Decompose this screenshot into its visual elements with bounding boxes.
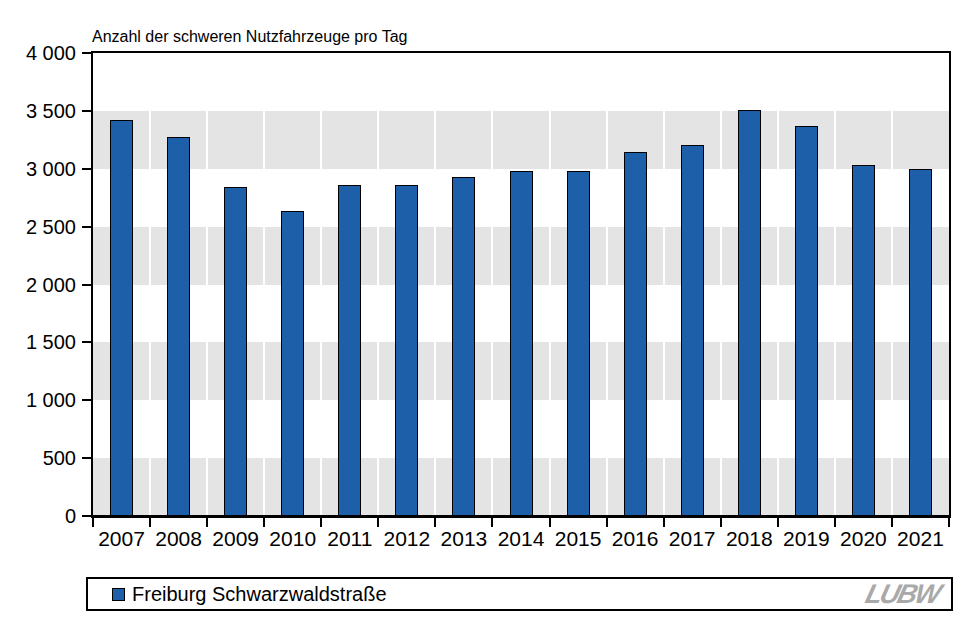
x-tick-label: 2016 bbox=[603, 527, 667, 551]
column-separator-line bbox=[491, 53, 493, 515]
y-tick bbox=[82, 399, 91, 401]
legend: Freiburg Schwarzwaldstraße LUBW bbox=[86, 577, 953, 611]
bar-2018 bbox=[738, 110, 761, 515]
x-tick-label: 2014 bbox=[489, 527, 553, 551]
x-tick-label: 2009 bbox=[204, 527, 268, 551]
y-tick-label: 1 000 bbox=[0, 388, 76, 412]
y-tick-label: 3 000 bbox=[0, 157, 76, 181]
x-tick bbox=[834, 518, 836, 527]
x-tick-label: 2012 bbox=[375, 527, 439, 551]
x-tick bbox=[663, 518, 665, 527]
x-tick bbox=[948, 518, 950, 527]
bar-2014 bbox=[510, 171, 533, 515]
column-separator-line bbox=[720, 53, 722, 515]
x-tick bbox=[891, 518, 893, 527]
y-tick bbox=[82, 52, 91, 54]
column-separator-line bbox=[149, 53, 151, 515]
column-separator-line bbox=[891, 53, 893, 515]
chart-title: Anzahl der schweren Nutzfahrzeuge pro Ta… bbox=[92, 28, 407, 46]
y-tick bbox=[82, 110, 91, 112]
x-tick bbox=[720, 518, 722, 527]
y-tick-label: 2 000 bbox=[0, 273, 76, 297]
x-tick-label: 2013 bbox=[432, 527, 496, 551]
x-tick bbox=[549, 518, 551, 527]
bar-2021 bbox=[909, 169, 932, 515]
x-tick-label: 2015 bbox=[546, 527, 610, 551]
bar-2012 bbox=[395, 185, 418, 515]
x-tick bbox=[263, 518, 265, 527]
x-tick bbox=[777, 518, 779, 527]
y-tick bbox=[82, 284, 91, 286]
legend-label: Freiburg Schwarzwaldstraße bbox=[132, 583, 387, 606]
y-tick bbox=[82, 226, 91, 228]
x-tick bbox=[606, 518, 608, 527]
plot-area bbox=[91, 51, 951, 518]
x-tick-label: 2011 bbox=[318, 527, 382, 551]
y-tick-label: 1 500 bbox=[0, 330, 76, 354]
column-separator-line bbox=[549, 53, 551, 515]
x-tick-label: 2019 bbox=[774, 527, 838, 551]
bar-2019 bbox=[795, 126, 818, 515]
bar-2017 bbox=[681, 145, 704, 515]
x-tick-label: 2021 bbox=[888, 527, 952, 551]
x-tick bbox=[320, 518, 322, 527]
chart-canvas: Anzahl der schweren Nutzfahrzeuge pro Ta… bbox=[0, 0, 980, 632]
column-separator-line bbox=[263, 53, 265, 515]
column-separator-line bbox=[834, 53, 836, 515]
x-tick bbox=[491, 518, 493, 527]
bar-2011 bbox=[338, 185, 361, 515]
legend-swatch-icon bbox=[112, 588, 125, 601]
bar-2013 bbox=[452, 177, 475, 515]
column-separator-line bbox=[663, 53, 665, 515]
bar-2015 bbox=[567, 171, 590, 515]
bar-2020 bbox=[852, 165, 875, 515]
column-separator-line bbox=[206, 53, 208, 515]
y-tick bbox=[82, 515, 91, 517]
x-tick bbox=[149, 518, 151, 527]
bar-2009 bbox=[224, 187, 247, 515]
y-tick-label: 0 bbox=[0, 504, 76, 528]
x-tick-label: 2010 bbox=[261, 527, 325, 551]
column-separator-line bbox=[320, 53, 322, 515]
column-separator-line bbox=[777, 53, 779, 515]
y-tick bbox=[82, 168, 91, 170]
y-tick-label: 4 000 bbox=[0, 41, 76, 65]
column-separator-line bbox=[434, 53, 436, 515]
x-tick bbox=[206, 518, 208, 527]
lubw-logo: LUBW bbox=[863, 581, 943, 608]
x-tick-label: 2007 bbox=[90, 527, 154, 551]
column-separator-line bbox=[377, 53, 379, 515]
x-tick bbox=[92, 518, 94, 527]
x-tick-label: 2018 bbox=[717, 527, 781, 551]
y-tick-label: 2 500 bbox=[0, 215, 76, 239]
x-tick-label: 2017 bbox=[660, 527, 724, 551]
x-tick bbox=[434, 518, 436, 527]
y-tick bbox=[82, 457, 91, 459]
bar-2010 bbox=[281, 211, 304, 515]
bar-2007 bbox=[110, 120, 133, 515]
bar-2016 bbox=[624, 152, 647, 515]
x-tick bbox=[377, 518, 379, 527]
bar-2008 bbox=[167, 137, 190, 516]
x-tick-label: 2020 bbox=[831, 527, 895, 551]
y-tick-label: 500 bbox=[0, 446, 76, 470]
x-tick-label: 2008 bbox=[147, 527, 211, 551]
y-tick-label: 3 500 bbox=[0, 99, 76, 123]
column-separator-line bbox=[606, 53, 608, 515]
y-tick bbox=[82, 341, 91, 343]
